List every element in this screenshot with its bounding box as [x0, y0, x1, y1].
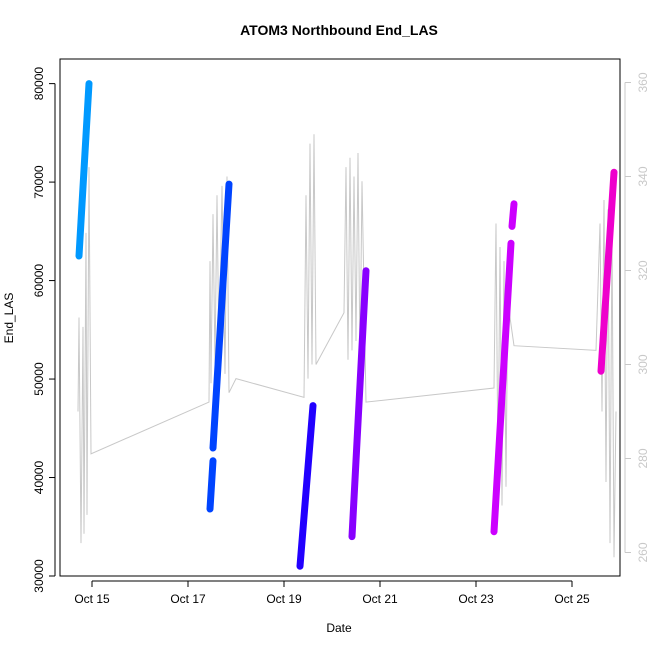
y-tick-label: 50000 — [32, 362, 46, 396]
background-line — [77, 134, 617, 558]
y-tick-label: 40000 — [32, 461, 46, 495]
y2-axis-right: 260 280 300 320 340 360 — [624, 72, 650, 563]
chart-title: ATOM3 Northbound End_LAS — [240, 22, 438, 38]
y-tick-label: 30000 — [32, 559, 46, 593]
y-tick-label: 80000 — [32, 67, 46, 101]
y2-tick-label: 260 — [636, 542, 650, 562]
y-axis: 30000 40000 50000 60000 70000 80000 — [32, 67, 56, 593]
x-tick-label: Oct 15 — [74, 592, 110, 606]
series-4-segment-1 — [348, 267, 370, 541]
series-2-segment-2 — [209, 180, 233, 452]
x-axis-label: Date — [326, 621, 352, 635]
y-axis-label: End_LAS — [2, 293, 16, 344]
y2-tick-label: 300 — [636, 354, 650, 374]
y2-tick-label: 320 — [636, 260, 650, 280]
x-tick-label: Oct 19 — [266, 592, 302, 606]
series-6-segment-1 — [597, 168, 618, 375]
y2-tick-label: 360 — [636, 72, 650, 92]
y-tick-label: 60000 — [32, 264, 46, 298]
x-tick-label: Oct 23 — [458, 592, 494, 606]
series-5-segment-2 — [508, 200, 518, 230]
x-tick-label: Oct 21 — [362, 592, 398, 606]
series-2-segment-1 — [206, 457, 217, 513]
background-line-layer — [77, 134, 617, 558]
x-axis: Oct 15 Oct 17 Oct 19 Oct 21 Oct 23 Oct 25 — [74, 580, 590, 606]
x-tick-label: Oct 25 — [554, 592, 590, 606]
x-tick-label: Oct 17 — [170, 592, 206, 606]
y2-tick-label: 340 — [636, 166, 650, 186]
series-layer — [75, 80, 618, 570]
series-5-segment-1 — [490, 239, 515, 536]
series-1-segment-1 — [75, 80, 93, 260]
y2-tick-label: 280 — [636, 448, 650, 468]
plot-area-frame — [59, 58, 621, 577]
series-3-segment-1 — [296, 402, 317, 570]
y-tick-label: 70000 — [32, 165, 46, 199]
